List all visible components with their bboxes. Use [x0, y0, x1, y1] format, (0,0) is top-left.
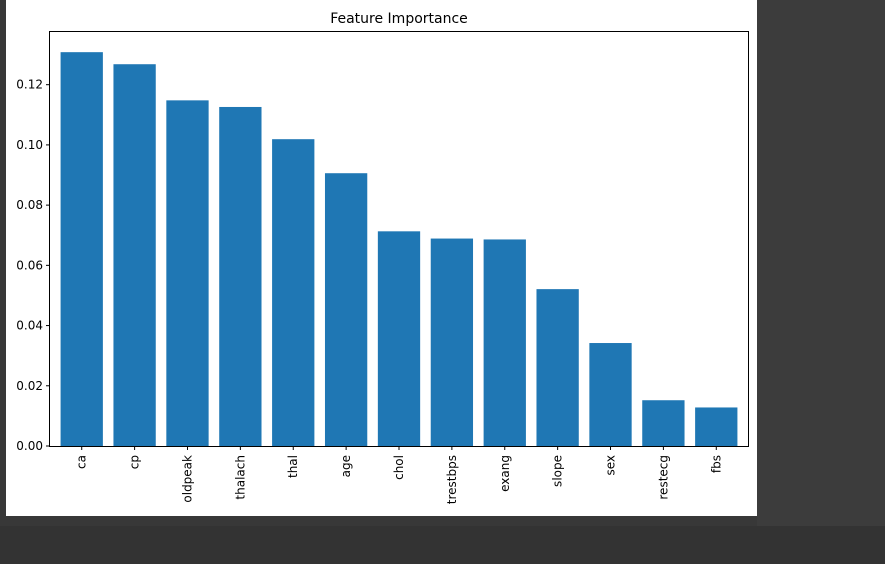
- background-panel-right: [757, 0, 885, 526]
- y-tick-label: 0.00: [16, 439, 43, 453]
- background-panel-bottom: [0, 526, 885, 564]
- x-tick-label-sex: sex: [604, 455, 618, 476]
- x-tick-label-cp: cp: [128, 455, 142, 469]
- x-tick-label-chol: chol: [392, 455, 406, 480]
- bar-chart: Feature Importance 0.000.020.040.060.080…: [16, 11, 749, 504]
- x-tick-label-trestbps: trestbps: [445, 455, 459, 504]
- y-tick-label: 0.10: [16, 138, 43, 152]
- x-tick-label-restecg: restecg: [656, 455, 670, 500]
- bar-slope: [536, 289, 579, 446]
- x-tick-label-thalach: thalach: [233, 455, 247, 500]
- bar-thalach: [219, 106, 262, 446]
- x-tick-label-fbs: fbs: [709, 455, 723, 473]
- plot-frame: [49, 31, 749, 447]
- x-tick-label-oldpeak: oldpeak: [180, 455, 194, 503]
- y-tick-label: 0.06: [16, 258, 43, 272]
- bar-fbs: [695, 407, 738, 446]
- chart-title: Feature Importance: [330, 11, 468, 27]
- bar-chol: [377, 231, 421, 446]
- bar-exang: [483, 239, 526, 446]
- bars-group: [60, 52, 738, 447]
- bar-thal: [272, 139, 315, 446]
- x-tick-label-thal: thal: [286, 455, 300, 478]
- bar-oldpeak: [166, 100, 209, 446]
- chart-figure: Feature Importance 0.00 0.02 0.04 0.06 0.08 0…: [6, 0, 757, 516]
- x-tick-label-exang: exang: [498, 455, 512, 492]
- y-tick-label: 0.04: [16, 319, 43, 333]
- bar-trestbps: [430, 238, 474, 446]
- bar-sex: [589, 343, 632, 446]
- y-axis: 0.00 0.02 0.04 0.06 0.08 0.10 0.12: [16, 78, 50, 453]
- y-tick-label: 0.02: [16, 379, 43, 393]
- x-tick-label-slope: slope: [551, 455, 565, 487]
- y-tick-label: 0.08: [16, 198, 43, 212]
- x-axis: ca cp oldpeak thalach thal age chol trestbps exa…: [75, 446, 723, 504]
- bar-cp: [113, 64, 156, 446]
- bar-restecg: [642, 400, 685, 446]
- x-tick-label-age: age: [339, 455, 353, 477]
- x-tick-label-ca: ca: [75, 455, 89, 469]
- y-tick-label: 0.12: [16, 78, 43, 92]
- bar-ca: [60, 52, 103, 447]
- bar-age: [324, 173, 368, 446]
